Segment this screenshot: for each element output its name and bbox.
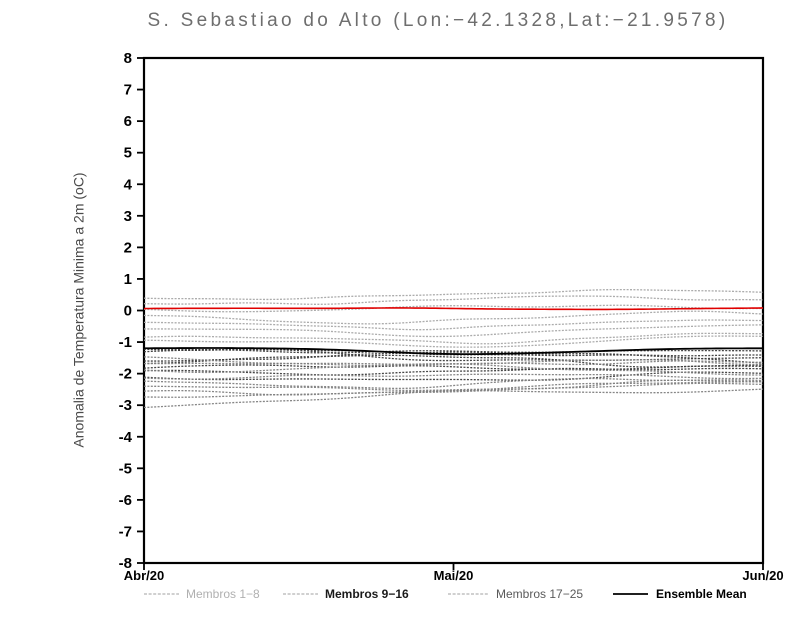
svg-text:Membros 17−25: Membros 17−25	[496, 587, 583, 601]
svg-text:Ensemble Mean: Ensemble Mean	[656, 587, 747, 601]
svg-text:Membros 1−8: Membros 1−8	[186, 587, 260, 601]
svg-text:Membros 9−16: Membros 9−16	[325, 587, 409, 601]
